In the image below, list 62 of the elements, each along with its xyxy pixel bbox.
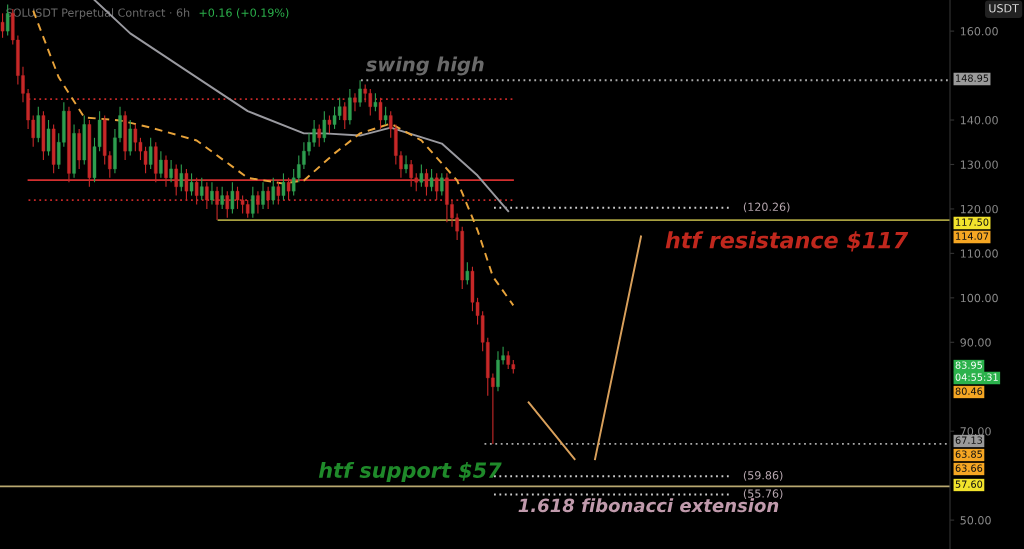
candlestick [210, 181, 214, 206]
text: 67.13 [955, 436, 983, 444]
candlestick [174, 163, 178, 197]
candlestick [271, 177, 275, 206]
candlestick [189, 172, 194, 197]
ref-line-label: (120.26) [743, 202, 790, 213]
candlestick [148, 137, 153, 170]
candlestick [230, 181, 235, 214]
candlestick [358, 79, 362, 108]
y-tick-label: 130.00 [960, 160, 998, 169]
candlestick [179, 163, 184, 192]
y-tick-label: 90.00 [960, 338, 991, 347]
text: 83.95 [955, 361, 982, 369]
candlestick [36, 106, 41, 143]
text: 148.95 [956, 74, 989, 82]
annotation: 1.618 fibonacci extension [518, 498, 779, 513]
y-tick-label: 100.00 [960, 293, 998, 303]
annotation: htf support $57 [318, 461, 502, 483]
annotation: swing high [365, 56, 484, 76]
candlestick [281, 172, 286, 201]
candlestick [348, 88, 352, 126]
candlestick [419, 163, 424, 188]
y-tick-label: 70.00 [960, 427, 991, 436]
candlestick [164, 155, 168, 188]
text: 63.66 [955, 464, 983, 472]
candlestick [429, 168, 434, 192]
candlestick [0, 12, 5, 39]
candlestick [343, 101, 347, 130]
candlestick [169, 159, 173, 183]
candlestick [251, 186, 255, 219]
candlestick [266, 186, 270, 210]
ref-line-label: (55.76) [743, 489, 783, 500]
candlestick [46, 119, 51, 157]
candlestick [256, 190, 260, 214]
ref-line-label: (59.86) [743, 470, 783, 481]
candlestick [317, 123, 321, 148]
y-tick-label: 50.00 [960, 516, 991, 525]
annotation: htf resistance $117 [665, 231, 909, 252]
candlestick [261, 181, 265, 210]
text: 80.46 [955, 387, 983, 395]
candlestick [159, 150, 163, 179]
text: +0.16 (+0.19%) [199, 8, 289, 19]
text: 63.85 [955, 450, 982, 458]
candlestick [220, 186, 224, 210]
text: 04:55:31 [955, 373, 998, 381]
text: 57.60 [955, 480, 983, 488]
candlestick [276, 181, 281, 206]
candlestick [200, 177, 204, 201]
y-tick-label: 160.00 [960, 27, 998, 36]
y-tick-label: 120.00 [960, 204, 998, 214]
candlestick [465, 261, 470, 286]
y-axis-title: USDT [989, 4, 1019, 13]
y-tick-label: 140.00 [960, 116, 998, 125]
text: 114.07 [956, 232, 989, 240]
text: 117.50 [956, 218, 989, 226]
candlestick [440, 172, 444, 197]
y-tick-label: 110.00 [960, 249, 998, 258]
candlestick [404, 155, 408, 174]
candlestick [322, 110, 327, 143]
candlestick [353, 92, 357, 112]
candlestick [128, 119, 132, 157]
candlestick [424, 168, 429, 197]
